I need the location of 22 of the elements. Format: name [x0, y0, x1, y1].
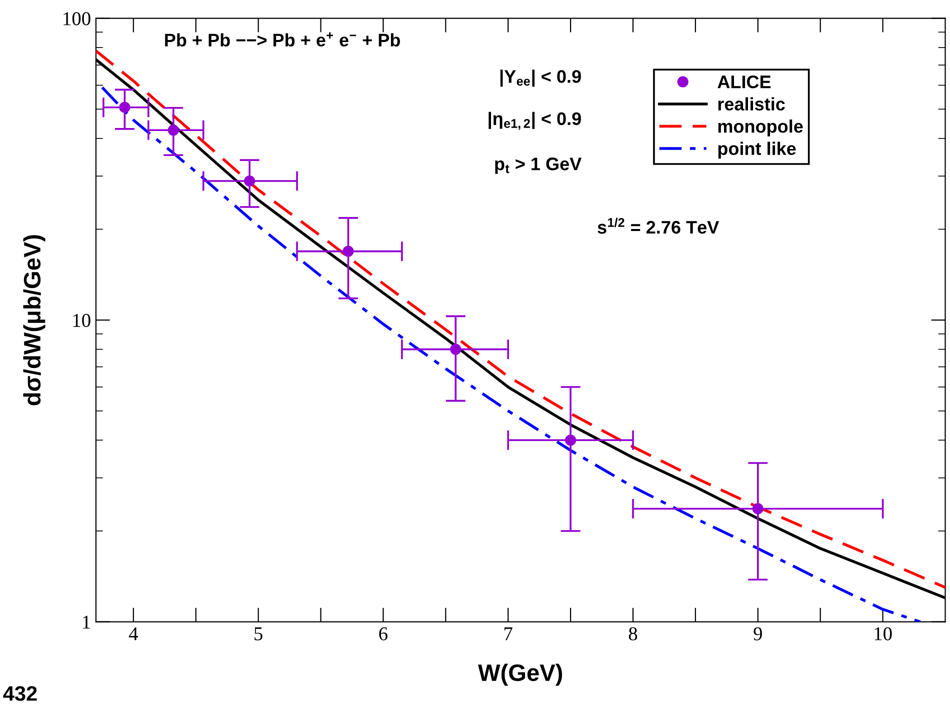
annotation: p$_{t}$ > 1 GeV: [495, 158, 582, 174]
legend-label: monopole: [718, 120, 803, 136]
annotation: Pb + Pb −−> Pb + e$^{+}$ e$^{−}$ + Pb: [165, 32, 400, 47]
y-tick-label: 1: [83, 616, 90, 629]
annotation: |Y$_{ee}$| < 0.9: [500, 70, 581, 87]
y-axis-title: dσ/dW(μb/GeV): [23, 235, 46, 406]
legend-label: ALICE: [718, 75, 771, 88]
legend-label: point like: [718, 142, 796, 159]
x-tick-label: 10: [874, 627, 892, 640]
y-tick-label: 100: [64, 12, 90, 26]
annotation: s$^{1/2}$ = 2.76 TeV: [598, 218, 720, 234]
x-tick-label: 6: [379, 627, 388, 640]
y-tick-label: 10: [73, 314, 90, 328]
x-tick-label: 4: [128, 627, 138, 640]
text: 432: [3, 686, 37, 701]
legend-label: realistic: [718, 97, 785, 111]
x-tick-label: 5: [254, 627, 262, 640]
x-tick-label: 8: [628, 627, 638, 640]
annotation: |η$_{e1,2}$| < 0.9: [488, 112, 581, 130]
x-axis-title: W(GeV): [478, 664, 562, 686]
x-tick-label: 9: [754, 627, 762, 640]
x-tick-label: 7: [504, 627, 512, 640]
